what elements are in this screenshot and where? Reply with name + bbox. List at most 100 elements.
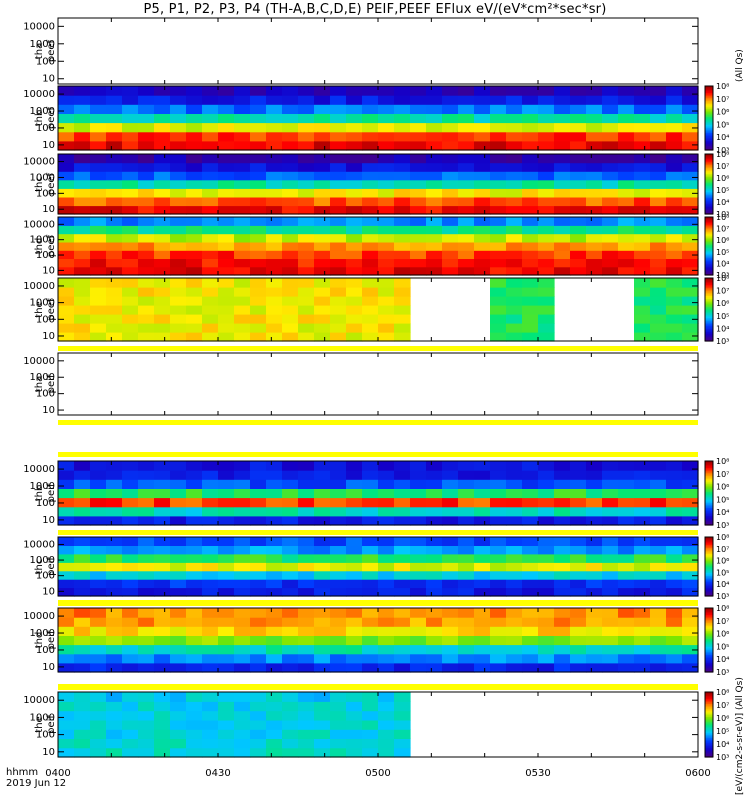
heat-cell xyxy=(650,570,667,580)
heat-cell xyxy=(474,626,491,636)
heat-cell xyxy=(234,296,251,306)
heat-cell xyxy=(538,553,555,563)
colorbar-cell xyxy=(705,472,713,475)
heat-cell xyxy=(490,545,507,555)
colorbar-cell xyxy=(705,116,713,119)
colorbar-cell xyxy=(705,97,713,100)
heat-cell xyxy=(154,86,171,96)
heat-cell xyxy=(186,470,203,480)
heat-cell xyxy=(106,122,123,133)
heat-cell xyxy=(74,323,91,333)
colorbar-cell xyxy=(705,278,713,281)
heat-cell xyxy=(554,179,571,189)
heat-cell xyxy=(554,545,571,555)
heat-cell xyxy=(266,587,283,597)
heat-cell xyxy=(154,122,171,133)
heat-cell xyxy=(682,188,699,198)
heat-cell xyxy=(458,553,475,563)
heat-cell xyxy=(266,488,283,499)
colorbar-cell xyxy=(705,132,713,135)
y-tick-label: 1000 xyxy=(30,235,55,246)
heat-cell xyxy=(250,122,267,133)
heat-cell xyxy=(474,205,491,215)
heat-cell xyxy=(602,587,619,597)
heat-cell xyxy=(650,154,667,164)
heat-cell xyxy=(378,258,395,268)
heat-cell xyxy=(474,171,491,181)
heat-cell xyxy=(522,217,539,226)
heat-cell xyxy=(522,562,539,572)
heat-cell xyxy=(682,506,699,517)
heat-cell xyxy=(266,710,283,721)
heat-cell xyxy=(538,479,555,489)
heat-cell xyxy=(74,608,91,618)
heat-cell xyxy=(346,537,363,546)
heat-cell xyxy=(330,545,347,555)
heat-cell xyxy=(138,266,155,276)
heat-cell xyxy=(586,95,603,105)
heat-cell xyxy=(602,608,619,618)
heat-cell xyxy=(90,635,107,646)
heat-cell xyxy=(58,506,75,517)
heat-cell xyxy=(490,266,507,276)
heat-cell xyxy=(666,113,683,124)
heat-cell xyxy=(218,258,235,268)
heat-cell xyxy=(90,653,107,664)
heat-cell xyxy=(122,162,139,172)
heat-cell xyxy=(522,470,539,480)
heat-cell xyxy=(122,233,139,243)
heat-cell xyxy=(490,196,507,207)
heat-cell xyxy=(490,113,507,124)
heat-cell xyxy=(234,570,251,580)
heat-cell xyxy=(154,479,171,489)
panel-label-quantity: peif xyxy=(46,715,57,734)
heat-cell xyxy=(602,266,619,276)
colorbar-cell xyxy=(705,614,713,617)
heat-cell xyxy=(362,579,379,589)
heat-cell xyxy=(58,587,75,597)
heat-cell xyxy=(106,562,123,572)
y-tick-label: 10 xyxy=(42,747,55,758)
heat-cell xyxy=(522,296,539,306)
heat-cell xyxy=(538,233,555,243)
heat-cell xyxy=(378,626,395,636)
heat-cell xyxy=(554,217,571,226)
heat-cell xyxy=(410,205,427,215)
heat-cell xyxy=(186,729,203,739)
heat-cell xyxy=(346,179,363,189)
heat-cell xyxy=(586,537,603,546)
colorbar-cell xyxy=(705,581,713,584)
heat-cell xyxy=(330,515,347,526)
y-tick-label: 1000 xyxy=(30,628,55,639)
heat-cell xyxy=(170,196,187,207)
colorbar-cell xyxy=(705,222,713,225)
colorbar-cell xyxy=(705,157,713,160)
heat-cell xyxy=(330,332,347,342)
heat-cell xyxy=(122,287,139,297)
heat-cell xyxy=(522,196,539,207)
heat-cell xyxy=(346,644,363,655)
heat-cell xyxy=(138,488,155,499)
heat-cell xyxy=(218,479,235,489)
heat-cell xyxy=(394,266,411,276)
heat-cell xyxy=(314,570,331,580)
heat-cell xyxy=(74,171,91,181)
heat-cell xyxy=(634,278,651,288)
colorbar-cell xyxy=(705,254,713,257)
colorbar-cell xyxy=(705,473,713,476)
colorbar-cell xyxy=(705,548,713,551)
heat-cell xyxy=(154,323,171,333)
heat-cell xyxy=(106,497,123,508)
heat-cell xyxy=(58,747,75,758)
heat-cell xyxy=(314,747,331,758)
heat-cell xyxy=(234,497,251,508)
heat-cell xyxy=(74,738,91,749)
heat-cell xyxy=(282,122,299,133)
heat-cell xyxy=(538,196,555,207)
heat-cell xyxy=(682,104,699,114)
heat-cell xyxy=(330,287,347,297)
heat-cell xyxy=(570,131,587,142)
heat-cell xyxy=(506,635,523,646)
heat-cell xyxy=(314,332,331,342)
